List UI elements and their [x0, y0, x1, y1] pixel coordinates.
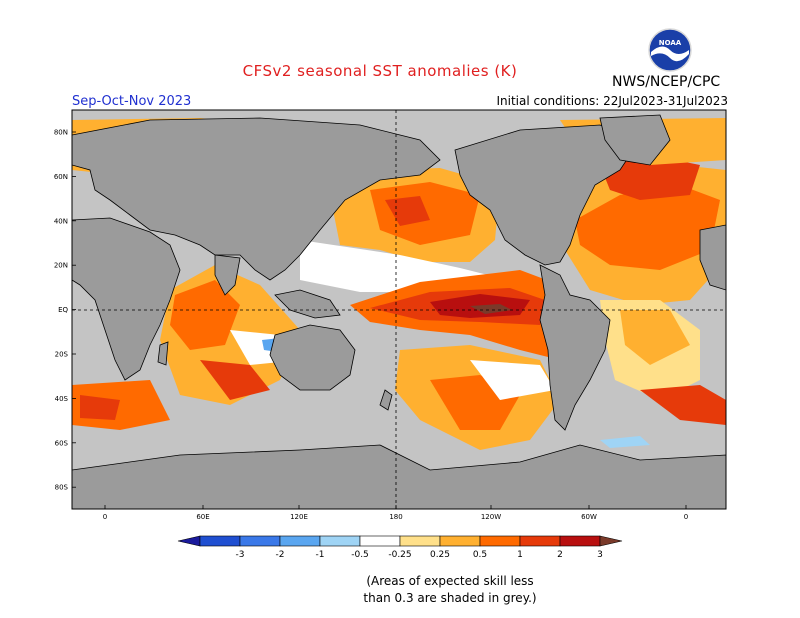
new-zealand: [379, 389, 393, 411]
lon-label: 60W: [581, 513, 597, 521]
lat-label: 20N: [54, 262, 68, 270]
lat-label: EQ: [58, 306, 68, 314]
lat-label: 60N: [54, 173, 68, 181]
south-america: [539, 264, 611, 431]
lon-label: 60E: [196, 513, 209, 521]
season-label: Sep-Oct-Nov 2023: [72, 94, 192, 109]
map-title: CFSv2 seasonal SST anomalies (K): [242, 62, 518, 80]
skill-note-line1: (Areas of expected skill less: [366, 574, 534, 588]
logo-text: NOAA: [659, 39, 682, 47]
lat-label: 40N: [54, 217, 68, 225]
lon-label: 0: [103, 513, 107, 521]
lon-label: 180: [389, 513, 402, 521]
eurasia: [72, 117, 441, 281]
lat-label: 80S: [55, 484, 69, 492]
lat-label: 60S: [55, 439, 69, 447]
land-masses: [72, 114, 726, 509]
lat-label: 80N: [54, 129, 68, 137]
agency-label: NWS/NCEP/CPC: [612, 74, 721, 90]
africa: [72, 217, 181, 381]
lat-label: 20S: [55, 351, 69, 359]
lon-axis: 0 60E 120E 180 120W 60W 0: [103, 505, 688, 521]
madagascar: [157, 341, 169, 366]
antarctica: [72, 444, 726, 509]
skill-note-line2: than 0.3 are shaded in grey.): [363, 591, 537, 605]
greenland: [599, 114, 671, 166]
anomaly-fields: [72, 118, 726, 450]
lat-label: 40S: [55, 395, 69, 403]
lon-label: 0: [684, 513, 688, 521]
lon-label: 120E: [290, 513, 308, 521]
africa-west: [699, 224, 726, 291]
noaa-logo-icon: NOAA: [648, 28, 692, 72]
australia: [269, 324, 356, 391]
lon-label: 120W: [481, 513, 501, 521]
initial-conditions-label: Initial conditions: 22Jul2023-31Jul2023: [496, 94, 728, 108]
india: [214, 254, 241, 296]
lat-axis: 80N 60N 40N 20N EQ 20S 40S 60S 80S: [54, 129, 76, 492]
